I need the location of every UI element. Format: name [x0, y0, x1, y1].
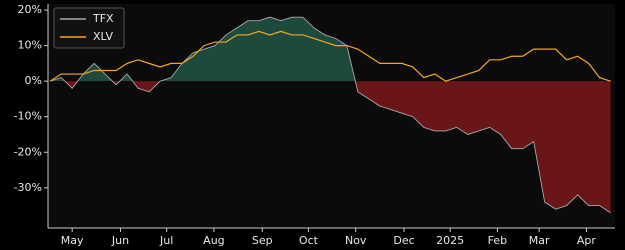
x-tick-label: Jun	[111, 234, 129, 247]
y-tick-label: -30%	[14, 181, 42, 194]
x-tick-label: Mar	[529, 234, 550, 247]
legend-label: TFX	[92, 12, 114, 25]
x-tick-label: May	[61, 234, 84, 247]
x-tick-label: Apr	[577, 234, 597, 247]
y-tick-label: 10%	[18, 39, 42, 52]
x-tick-label: Jul	[159, 234, 173, 247]
x-tick-label: Feb	[488, 234, 507, 247]
x-tick-label: Aug	[203, 234, 224, 247]
series-line	[50, 16, 611, 214]
series-line	[49, 30, 611, 82]
area-positive	[50, 17, 356, 82]
legend-label: XLV	[93, 30, 113, 43]
x-tick-label: Dec	[393, 234, 414, 247]
legend-box	[53, 7, 125, 49]
x-tick-label: 2025	[436, 234, 464, 247]
x-tick-label: Nov	[345, 234, 367, 247]
area-negative	[50, 81, 611, 213]
y-tick-label: -10%	[14, 110, 42, 123]
x-tick-label: Oct	[299, 234, 319, 247]
y-tick-label: 0%	[25, 74, 42, 87]
y-tick-label: 20%	[18, 3, 42, 16]
y-tick-label: -20%	[14, 145, 42, 158]
x-tick-label: Sep	[252, 234, 273, 247]
